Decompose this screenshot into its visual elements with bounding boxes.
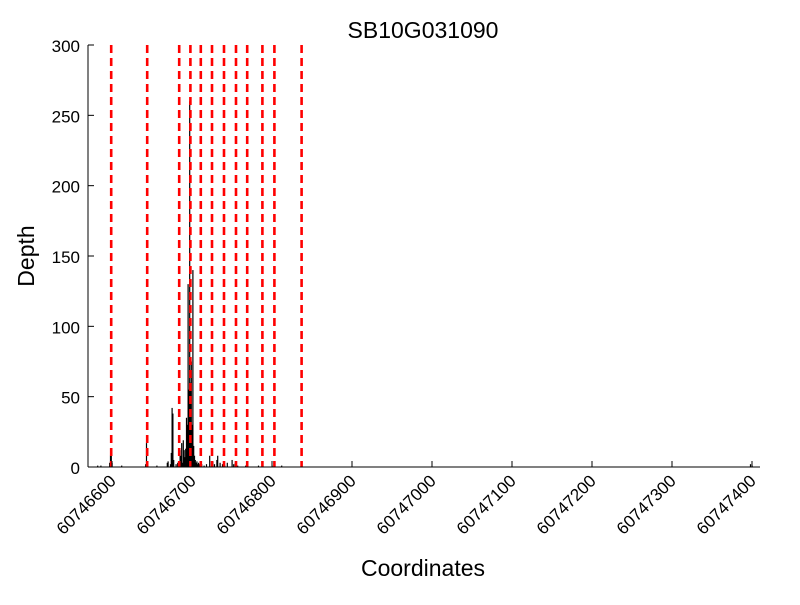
depth-bar bbox=[172, 413, 174, 467]
axes: 0 50 100 150 200 250 300 60746600 60746700 607468… bbox=[52, 37, 760, 538]
depth-bar bbox=[185, 448, 187, 467]
y-tick-label: 300 bbox=[52, 37, 80, 56]
depth-bar bbox=[156, 465, 158, 467]
x-axis-label: Coordinates bbox=[361, 555, 485, 581]
y-tick-label: 250 bbox=[52, 107, 80, 126]
x-tick-label: 60746600 bbox=[53, 471, 120, 538]
depth-bar bbox=[209, 455, 211, 467]
depth-bar bbox=[187, 284, 189, 467]
depth-bar bbox=[170, 452, 172, 467]
depth-bar bbox=[226, 462, 228, 467]
x-tick-label: 60747200 bbox=[533, 471, 600, 538]
depth-bar bbox=[173, 459, 175, 467]
depth-bar bbox=[257, 465, 260, 467]
depth-bar bbox=[203, 465, 205, 467]
depth-bar bbox=[233, 464, 235, 467]
depth-bar bbox=[197, 464, 199, 467]
depth-bar bbox=[177, 462, 179, 467]
depth-bar bbox=[749, 464, 752, 467]
depth-bar bbox=[175, 464, 177, 467]
y-tick-label: 0 bbox=[71, 459, 80, 478]
depth-bar bbox=[100, 465, 102, 467]
depth-bar bbox=[217, 455, 219, 467]
depth-bar bbox=[216, 459, 218, 467]
depth-bar bbox=[182, 440, 184, 467]
depth-bar bbox=[191, 424, 193, 467]
depth-bar bbox=[185, 417, 188, 467]
depth-bar bbox=[198, 464, 200, 467]
depth-bar bbox=[193, 445, 195, 467]
depth-bars bbox=[97, 101, 753, 468]
y-axis-label: Depth bbox=[13, 225, 39, 286]
x-tick-label: 60746800 bbox=[213, 471, 280, 538]
y-tick-label: 200 bbox=[52, 178, 80, 197]
depth-bar bbox=[183, 450, 185, 467]
depth-bar bbox=[169, 464, 172, 467]
depth-bar bbox=[245, 465, 247, 467]
depth-bar bbox=[219, 462, 221, 467]
depth-bar bbox=[121, 465, 123, 467]
depth-bar bbox=[179, 450, 181, 467]
depth-bar bbox=[205, 464, 208, 467]
x-tick-label: 60747100 bbox=[453, 471, 520, 538]
depth-bar bbox=[186, 424, 188, 467]
depth-bar bbox=[194, 459, 196, 467]
y-tick-label: 100 bbox=[52, 318, 80, 337]
depth-bar bbox=[167, 461, 169, 467]
depth-bar bbox=[197, 462, 200, 467]
y-tick-label: 150 bbox=[52, 248, 80, 267]
depth-bar bbox=[166, 462, 168, 467]
depth-bar bbox=[221, 464, 224, 467]
depth-bar bbox=[196, 461, 198, 467]
depth-bar bbox=[193, 455, 196, 467]
depth-bar bbox=[237, 465, 239, 467]
y-tick-label: 50 bbox=[61, 389, 80, 408]
x-tick-label: 60746900 bbox=[293, 471, 360, 538]
depth-bar bbox=[181, 462, 184, 467]
depth-bar bbox=[195, 462, 197, 467]
depth-bar bbox=[281, 465, 283, 467]
depth-bar bbox=[110, 450, 112, 467]
depth-bar bbox=[180, 455, 182, 467]
reference-lines bbox=[109, 45, 303, 467]
depth-bar bbox=[213, 464, 216, 467]
depth-bar bbox=[231, 459, 233, 467]
x-tick-label: 60747400 bbox=[693, 471, 760, 538]
x-tick-label: 60747000 bbox=[373, 471, 440, 538]
depth-bar bbox=[184, 457, 186, 467]
chart-title: SB10G031090 bbox=[348, 17, 499, 43]
depth-bar bbox=[145, 464, 147, 467]
x-tick-label: 60747300 bbox=[613, 471, 680, 538]
depth-bar bbox=[192, 270, 194, 467]
x-tick-label: 60746700 bbox=[133, 471, 200, 538]
depth-bar bbox=[97, 465, 99, 467]
depth-bar bbox=[188, 389, 190, 467]
depth-bar bbox=[171, 407, 173, 467]
depth-bar bbox=[109, 462, 111, 467]
depth-bar bbox=[181, 443, 183, 467]
